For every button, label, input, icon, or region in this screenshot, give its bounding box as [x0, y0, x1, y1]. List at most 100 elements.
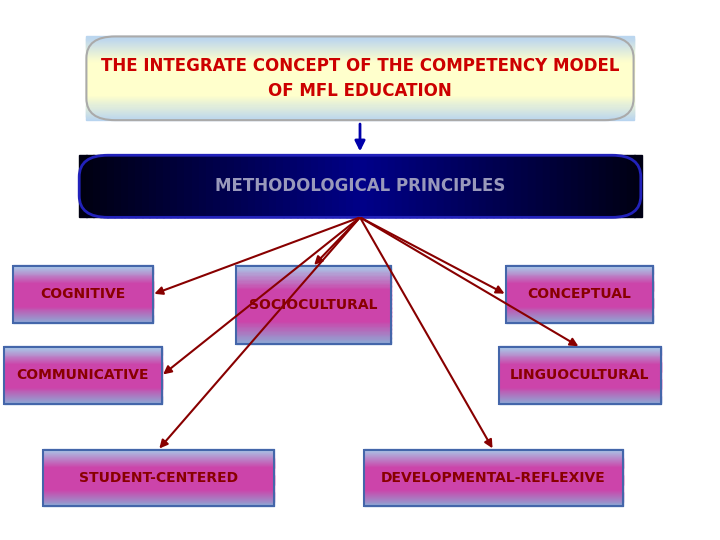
Bar: [451, 156, 459, 217]
Bar: [86, 111, 634, 113]
Bar: [505, 270, 654, 272]
Bar: [505, 268, 654, 269]
Bar: [528, 156, 536, 217]
Bar: [4, 377, 162, 379]
Bar: [43, 449, 274, 450]
Bar: [4, 384, 162, 386]
Bar: [364, 491, 623, 493]
Bar: [498, 357, 661, 359]
Bar: [505, 280, 654, 282]
Bar: [236, 284, 391, 286]
Bar: [498, 384, 661, 386]
Bar: [43, 500, 274, 502]
Bar: [86, 78, 634, 79]
Bar: [297, 156, 305, 217]
Bar: [43, 468, 274, 469]
Bar: [43, 490, 274, 491]
Bar: [114, 156, 122, 217]
Bar: [472, 156, 480, 217]
Bar: [107, 156, 115, 217]
Bar: [381, 156, 389, 217]
Bar: [236, 303, 391, 305]
Bar: [505, 276, 654, 278]
Bar: [86, 156, 94, 217]
Bar: [498, 354, 661, 355]
Bar: [505, 284, 654, 286]
Bar: [388, 156, 396, 217]
Bar: [498, 379, 661, 380]
Bar: [571, 156, 578, 217]
Bar: [364, 480, 623, 482]
Bar: [86, 109, 634, 111]
Bar: [4, 386, 162, 388]
Bar: [505, 312, 654, 313]
Bar: [4, 395, 162, 396]
Bar: [364, 468, 623, 469]
Bar: [498, 382, 661, 384]
Bar: [364, 500, 623, 502]
Bar: [86, 114, 634, 116]
Bar: [43, 489, 274, 490]
Bar: [508, 156, 516, 217]
Bar: [505, 308, 654, 309]
Bar: [505, 314, 654, 316]
Bar: [4, 371, 162, 373]
Bar: [233, 156, 241, 217]
Bar: [43, 461, 274, 463]
Bar: [606, 156, 613, 217]
Bar: [86, 45, 634, 47]
Bar: [128, 156, 136, 217]
Bar: [364, 483, 623, 484]
Bar: [431, 156, 438, 217]
Bar: [86, 110, 634, 112]
Bar: [4, 394, 162, 395]
Bar: [236, 286, 391, 288]
Bar: [505, 272, 654, 273]
Bar: [4, 400, 162, 401]
Bar: [86, 51, 634, 52]
Bar: [86, 65, 634, 67]
Bar: [498, 377, 661, 378]
Bar: [613, 156, 621, 217]
Bar: [43, 482, 274, 484]
Bar: [43, 490, 274, 492]
Bar: [43, 503, 274, 504]
Bar: [43, 470, 274, 471]
Bar: [86, 90, 634, 92]
Bar: [236, 315, 391, 317]
Bar: [43, 487, 274, 488]
Bar: [43, 450, 274, 451]
Bar: [86, 99, 634, 100]
Bar: [13, 298, 153, 299]
Bar: [4, 360, 162, 361]
Bar: [620, 156, 628, 217]
Bar: [549, 156, 557, 217]
Bar: [86, 92, 634, 94]
Bar: [236, 299, 391, 301]
Text: DEVELOPMENTAL-REFLEXIVE: DEVELOPMENTAL-REFLEXIVE: [381, 471, 606, 485]
Bar: [43, 480, 274, 481]
Bar: [86, 98, 634, 99]
Bar: [437, 156, 445, 217]
Bar: [505, 319, 654, 321]
Bar: [498, 351, 661, 353]
Bar: [269, 156, 276, 217]
Bar: [364, 484, 623, 485]
Bar: [13, 287, 153, 288]
Bar: [13, 314, 153, 315]
Bar: [416, 156, 424, 217]
Bar: [236, 274, 391, 276]
Bar: [498, 375, 661, 376]
Bar: [505, 318, 654, 319]
Bar: [364, 505, 623, 507]
Bar: [4, 401, 162, 403]
Bar: [236, 312, 391, 314]
Bar: [43, 464, 274, 465]
Bar: [4, 379, 162, 380]
Text: SOCIOCULTURAL: SOCIOCULTURAL: [249, 298, 377, 312]
Bar: [86, 44, 634, 46]
Bar: [13, 290, 153, 292]
Bar: [364, 489, 623, 490]
Bar: [498, 362, 661, 363]
Bar: [177, 156, 185, 217]
